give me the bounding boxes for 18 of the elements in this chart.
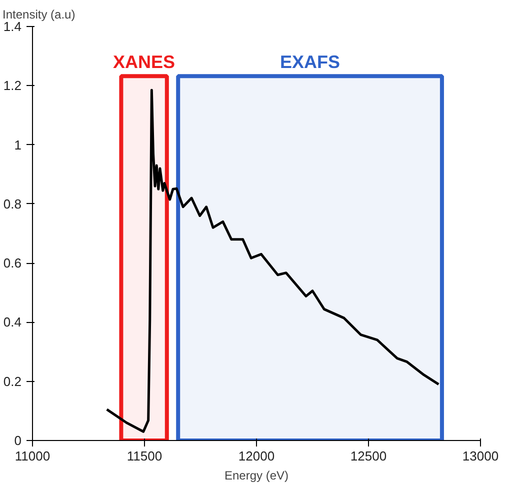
- y-tick-label: 0.6: [3, 256, 22, 271]
- y-tick-label: 0.8: [3, 196, 22, 212]
- y-axis-title: Intensity (a.u): [2, 8, 76, 22]
- band-label: XANES: [113, 52, 176, 72]
- y-tick-label: 0: [14, 433, 22, 448]
- y-tick-label: 0.4: [3, 314, 22, 330]
- line-series: [106, 88, 440, 433]
- x-tick-label: 11000: [14, 448, 50, 464]
- y-tick-label: 0.2: [3, 374, 22, 389]
- x-tick-label: 13000: [462, 448, 499, 464]
- x-tick-label: 11500: [126, 448, 162, 464]
- x-tick-label: 12000: [238, 448, 275, 464]
- y-tick-label: 1.4: [3, 19, 22, 34]
- x-axis-title: Energy (eV): [224, 468, 289, 482]
- band-label: EXAFS: [280, 52, 340, 72]
- y-tick-label: 1.2: [3, 78, 22, 94]
- x-tick-label: 12500: [350, 448, 387, 464]
- y-tick-label: 1: [14, 137, 22, 152]
